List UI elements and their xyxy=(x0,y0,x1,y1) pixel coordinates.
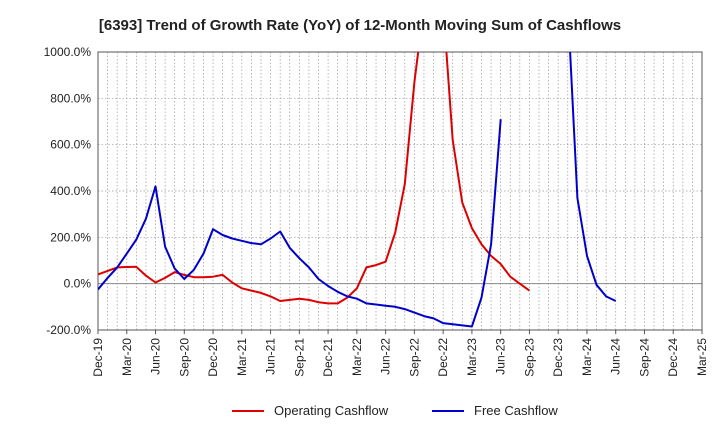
x-tick-label: Mar-22 xyxy=(350,338,364,376)
x-tick-label: Dec-19 xyxy=(91,338,105,377)
plot-frame xyxy=(97,51,703,331)
x-tick-label: Dec-21 xyxy=(321,338,335,377)
x-tick-label: Sep-21 xyxy=(292,338,306,377)
x-tick-label: Mar-21 xyxy=(235,338,249,376)
chart-title: [6393] Trend of Growth Rate (YoY) of 12-… xyxy=(99,17,621,34)
legend-label: Free Cashflow xyxy=(474,403,558,418)
series-group xyxy=(98,52,617,328)
series-line-free-cashflow xyxy=(98,52,617,328)
x-tick-label: Dec-23 xyxy=(551,338,565,377)
legend-label: Operating Cashflow xyxy=(274,403,389,418)
x-tick-label: Sep-24 xyxy=(637,338,651,377)
y-tick-label: 800.0% xyxy=(50,91,91,105)
x-tick-label: Jun-23 xyxy=(494,338,508,375)
grid xyxy=(98,52,702,330)
series-line-operating-cashflow xyxy=(98,52,530,305)
y-tick-label: -200.0% xyxy=(46,323,91,337)
x-tick-label: Sep-23 xyxy=(522,338,536,377)
y-tick-label: 600.0% xyxy=(50,138,91,152)
x-tick-label: Jun-21 xyxy=(264,338,278,375)
y-tick-label: 400.0% xyxy=(50,184,91,198)
x-tick-label: Dec-20 xyxy=(206,338,220,377)
x-tick-label: Jun-20 xyxy=(149,338,163,375)
x-tick-label: Jun-24 xyxy=(609,338,623,375)
y-tick-label: 200.0% xyxy=(50,230,91,244)
x-tick-label: Dec-24 xyxy=(666,338,680,377)
x-tick-label: Mar-20 xyxy=(120,338,134,376)
x-tick-label: Dec-22 xyxy=(436,338,450,377)
y-tick-label: 1000.0% xyxy=(44,45,92,59)
x-tick-label: Sep-20 xyxy=(177,338,191,377)
axes: -200.0% 0.0% 200.0% 400.0% 600.0% 800.0% 1000.… xyxy=(44,45,709,377)
x-tick-label: Sep-22 xyxy=(407,338,421,377)
y-tick-label: 0.0% xyxy=(64,277,92,291)
legend: Operating Cashflow Free Cashflow xyxy=(232,403,558,418)
x-tick-label: Mar-24 xyxy=(580,338,594,376)
x-tick-label: Mar-25 xyxy=(695,338,709,376)
x-tick-label: Jun-22 xyxy=(379,338,393,375)
x-tick-label: Mar-23 xyxy=(465,338,479,376)
